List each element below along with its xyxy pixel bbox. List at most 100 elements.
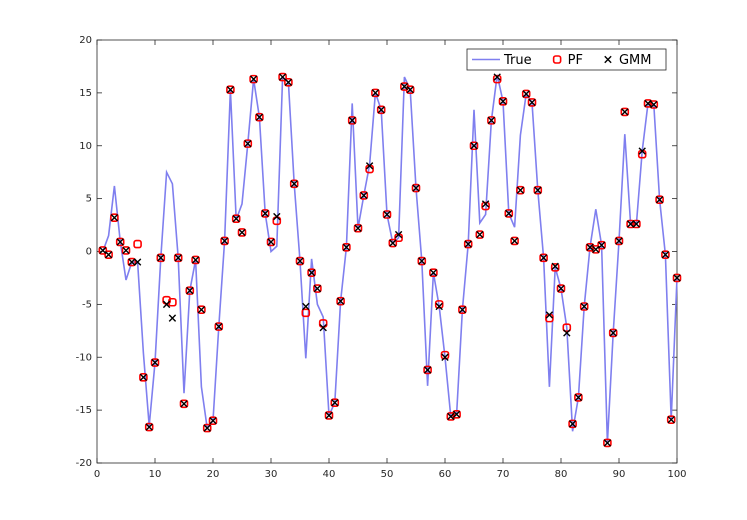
pf-marker xyxy=(139,373,148,382)
y-tick-label: 5 xyxy=(86,194,92,205)
pf-marker xyxy=(359,191,369,200)
gmm-marker xyxy=(186,286,194,295)
y-tick-label: -15 xyxy=(76,405,92,416)
pf-marker xyxy=(104,250,113,259)
pf-marker xyxy=(527,98,537,107)
pf-marker xyxy=(608,328,618,338)
gmm-marker xyxy=(128,258,136,266)
gmm-marker xyxy=(389,239,397,247)
pf-marker xyxy=(579,302,589,311)
gmm-marker xyxy=(650,100,658,109)
gmm-marker xyxy=(400,82,409,91)
pf-marker xyxy=(487,116,496,125)
gmm-marker xyxy=(586,243,594,251)
gmm-marker xyxy=(563,329,571,337)
gmm-marker xyxy=(122,246,130,255)
pf-marker xyxy=(237,228,247,237)
gmm-marker xyxy=(592,245,600,254)
pf-marker xyxy=(661,250,670,259)
pf-marker xyxy=(266,237,276,247)
pf-marker xyxy=(516,185,525,195)
pf-marker xyxy=(202,423,212,433)
y-tick-label: 20 xyxy=(79,35,92,46)
gmm-marker xyxy=(313,284,322,293)
gmm-marker xyxy=(220,237,229,245)
gmm-marker xyxy=(545,311,554,319)
pf-marker xyxy=(574,393,583,402)
pf-marker xyxy=(220,236,229,246)
gmm-marker xyxy=(302,302,310,311)
gmm-marker xyxy=(505,209,513,218)
legend-label: GMM xyxy=(619,53,652,68)
x-tick-label: 30 xyxy=(265,469,278,480)
gmm-marker xyxy=(673,274,681,282)
pf-marker xyxy=(330,398,340,408)
gmm-marker xyxy=(325,411,333,420)
pf-marker xyxy=(388,238,398,248)
pf-marker xyxy=(313,284,322,293)
gmm-marker xyxy=(580,302,588,311)
pf-marker xyxy=(620,107,630,117)
gmm-marker xyxy=(667,415,675,424)
pf-marker xyxy=(115,237,125,247)
gmm-marker xyxy=(452,410,461,419)
pf-marker xyxy=(434,300,444,309)
pf-marker xyxy=(214,322,224,331)
pf-marker xyxy=(307,268,316,277)
pf-marker xyxy=(568,419,577,429)
gmm-marker xyxy=(499,97,507,106)
pf-marker xyxy=(255,112,264,122)
pf-marker xyxy=(249,74,258,84)
gmm-marker xyxy=(104,250,113,259)
pf-marker xyxy=(655,195,664,204)
pf-marker xyxy=(562,323,572,332)
pf-marker xyxy=(469,141,479,151)
legend-swatch xyxy=(552,55,562,64)
gmm-marker xyxy=(371,89,380,97)
pf-marker xyxy=(371,88,380,98)
gmm-marker xyxy=(336,297,345,305)
pf-marker xyxy=(179,399,189,409)
gmm-marker xyxy=(174,254,182,262)
pf-marker xyxy=(539,253,548,263)
gmm-marker xyxy=(464,240,472,248)
pf-marker xyxy=(603,438,612,448)
pf-marker xyxy=(150,358,160,367)
pf-marker xyxy=(417,256,427,266)
pf-marker xyxy=(382,210,392,219)
gmm-marker xyxy=(139,373,148,382)
legend-swatch xyxy=(604,55,612,64)
gmm-marker xyxy=(284,78,293,86)
x-tick-label: 10 xyxy=(149,469,162,480)
gmm-marker xyxy=(435,302,443,311)
gmm-marker xyxy=(203,424,211,432)
x-tick-label: 60 xyxy=(439,469,452,480)
gmm-marker xyxy=(319,323,327,332)
pf-marker xyxy=(127,257,137,267)
gmm-marker xyxy=(557,284,565,293)
pf-marker xyxy=(295,256,305,266)
gmm-marker xyxy=(539,254,548,262)
pf-marker xyxy=(498,97,508,106)
pf-marker xyxy=(208,416,218,426)
gmm-marker xyxy=(493,73,501,81)
x-tick-label: 20 xyxy=(207,469,220,480)
gmm-marker xyxy=(441,353,449,361)
gmm-marker xyxy=(249,75,258,83)
pf-marker xyxy=(144,422,154,432)
pf-marker xyxy=(342,242,351,252)
pf-marker xyxy=(626,219,635,229)
gmm-marker xyxy=(261,209,269,218)
gmm-marker xyxy=(162,300,171,309)
gmm-marker xyxy=(621,108,629,116)
gmm-marker xyxy=(644,99,652,108)
pf-marker xyxy=(411,183,421,193)
gmm-marker xyxy=(307,268,316,277)
gmm-marker xyxy=(603,439,612,447)
gmm-marker xyxy=(267,238,275,246)
gmm-marker xyxy=(487,116,496,125)
x-tick-label: 100 xyxy=(667,469,686,480)
pf-marker xyxy=(475,230,485,239)
pf-marker xyxy=(324,411,334,420)
